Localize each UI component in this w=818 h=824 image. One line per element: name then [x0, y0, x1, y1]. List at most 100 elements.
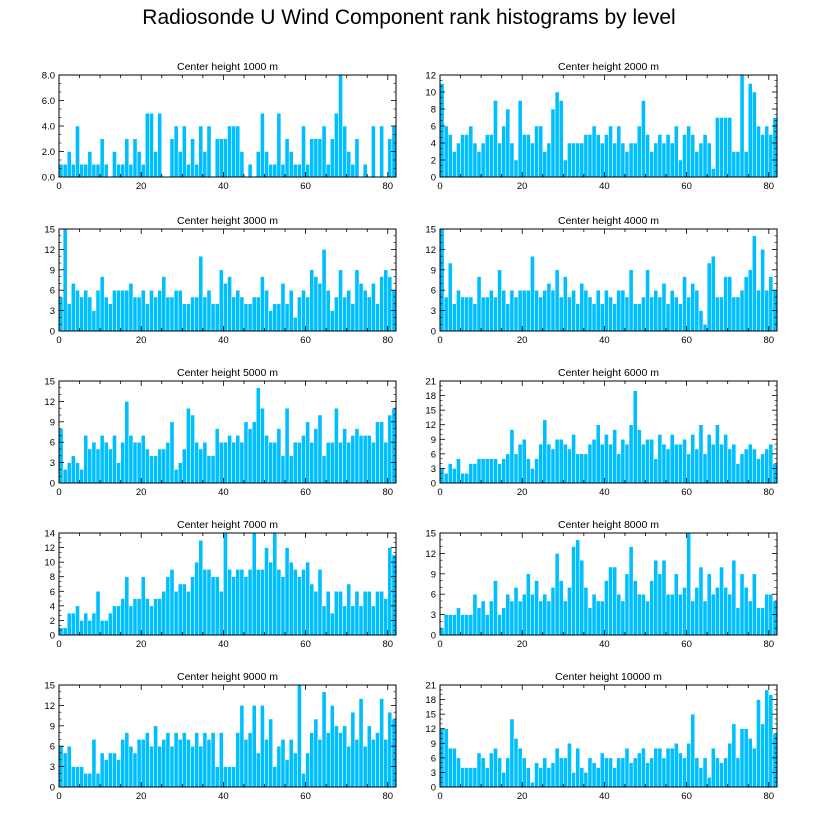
histogram-bar: [362, 591, 368, 636]
histogram-bar: [260, 276, 265, 332]
histogram-bar: [591, 125, 597, 178]
histogram-bar: [268, 441, 273, 484]
histogram-bar: [686, 743, 691, 788]
histogram-bar: [710, 593, 716, 636]
histogram-bar: [698, 566, 704, 636]
histogram-bar: [66, 462, 72, 484]
histogram-bar: [604, 289, 609, 332]
histogram-bar: [550, 289, 556, 332]
histogram-bar: [493, 296, 498, 332]
histogram-bar: [575, 539, 580, 636]
histogram-bar: [264, 547, 269, 636]
histogram-bar: [354, 269, 360, 332]
histogram-bar: [317, 283, 323, 332]
histogram-bar: [595, 767, 601, 788]
histogram-bar: [558, 100, 564, 178]
histogram-bar: [624, 747, 630, 788]
histogram-bar: [546, 767, 552, 788]
y-tick-label: 21: [425, 377, 436, 388]
histogram-bar: [768, 134, 774, 178]
histogram-bar: [227, 766, 232, 788]
histogram-panel-2: Center height 2000 m 0 20 40 60 80 0 2 4 6 8 10 12: [425, 61, 778, 192]
histogram-bar: [554, 747, 560, 788]
plot-frame: [58, 380, 397, 484]
histogram-bar: [95, 448, 101, 484]
histogram-bar: [371, 441, 376, 484]
histogram-bar: [231, 296, 236, 332]
y-tick-label: 0: [431, 631, 436, 642]
histogram-bar: [301, 125, 306, 178]
histogram-bar: [297, 684, 302, 788]
y-tick-label: 15: [425, 710, 436, 721]
histogram-bar: [169, 569, 175, 636]
histogram-bar: [554, 439, 560, 484]
histogram-bar: [752, 235, 757, 332]
histogram-bar: [715, 587, 720, 636]
histogram-bar: [223, 441, 228, 484]
histogram-bar: [379, 698, 384, 788]
histogram-bar: [75, 125, 80, 178]
histogram-bar: [206, 569, 212, 636]
histogram-bar: [75, 605, 80, 636]
histogram-bar: [268, 164, 273, 178]
histogram-bar: [260, 705, 265, 788]
histogram-bar: [686, 532, 691, 636]
histogram-bar: [132, 138, 138, 178]
histogram-bar: [456, 607, 461, 636]
histogram-bar: [99, 138, 105, 178]
histogram-bar: [165, 576, 171, 636]
histogram-bar: [284, 138, 290, 178]
histogram-bar: [756, 289, 761, 332]
x-tick-label: 60: [681, 181, 692, 192]
histogram-bar: [645, 269, 650, 332]
histogram-bar: [264, 289, 269, 332]
histogram-bar: [95, 591, 101, 636]
histogram-bar: [186, 164, 191, 178]
histogram-bar: [710, 747, 716, 788]
histogram-bar: [743, 151, 749, 178]
histogram-bar: [161, 739, 167, 788]
histogram-bar: [260, 407, 265, 484]
histogram-bar: [305, 421, 310, 484]
histogram-bar: [768, 694, 774, 788]
histogram-bar: [223, 766, 228, 788]
y-tick-label: 18: [425, 695, 436, 706]
histogram-bar: [616, 289, 622, 332]
histogram-bar: [153, 598, 158, 636]
histogram-bar: [489, 752, 494, 788]
histogram-bar: [276, 113, 282, 178]
histogram-bar: [686, 296, 691, 332]
y-tick-label: 3: [50, 458, 55, 469]
histogram-bar: [177, 289, 183, 332]
histogram-bar: [637, 593, 642, 636]
histogram-bar: [493, 458, 498, 484]
histogram-bar: [517, 600, 523, 636]
histogram-bar: [616, 125, 622, 178]
histogram-bar: [124, 401, 130, 484]
histogram-bar: [235, 289, 241, 332]
histogram-bar: [157, 113, 162, 178]
histogram-bar: [91, 441, 97, 484]
panel-title: Center height 2000 m: [558, 61, 659, 73]
histogram-bar: [509, 429, 515, 484]
histogram-bar: [297, 576, 302, 636]
histogram-bar: [280, 164, 286, 178]
histogram-bar: [149, 113, 154, 178]
histogram-bar: [338, 269, 343, 332]
histogram-bar: [554, 269, 560, 332]
x-tick-label: 20: [136, 487, 147, 498]
histogram-bar: [472, 767, 478, 788]
histogram-bar: [489, 458, 494, 484]
histogram-bar: [284, 407, 290, 484]
histogram-bar: [476, 458, 482, 484]
y-tick-label: 0: [431, 173, 436, 184]
histogram-bar: [739, 728, 745, 788]
histogram-bar: [669, 289, 675, 332]
histogram-bar: [301, 569, 306, 636]
histogram-bar: [480, 142, 486, 178]
y-tick-label: 10: [44, 558, 55, 569]
histogram-bar: [706, 573, 712, 636]
panel-title: Center height 3000 m: [177, 215, 278, 227]
histogram-bar: [637, 303, 642, 332]
histogram-bar: [317, 739, 323, 788]
